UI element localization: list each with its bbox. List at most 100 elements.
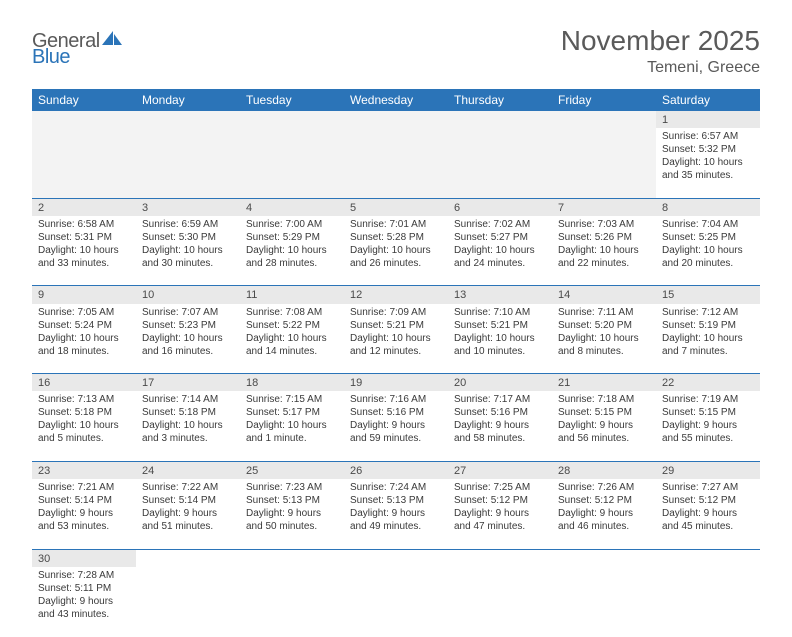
day-cell: Sunrise: 7:21 AMSunset: 5:14 PMDaylight:… xyxy=(32,479,136,549)
day-number: 26 xyxy=(344,461,448,479)
day-number: 9 xyxy=(32,286,136,304)
day-content: Sunrise: 7:10 AMSunset: 5:21 PMDaylight:… xyxy=(454,306,546,358)
sunrise-text: Sunrise: 7:15 AM xyxy=(246,393,338,406)
daylight-text: Daylight: 9 hours and 53 minutes. xyxy=(38,507,130,533)
day-content: Sunrise: 7:27 AMSunset: 5:12 PMDaylight:… xyxy=(662,481,754,533)
day-cell: Sunrise: 7:07 AMSunset: 5:23 PMDaylight:… xyxy=(136,304,240,374)
sunrise-text: Sunrise: 7:27 AM xyxy=(662,481,754,494)
day-cell: Sunrise: 7:11 AMSunset: 5:20 PMDaylight:… xyxy=(552,304,656,374)
day-number: 17 xyxy=(136,374,240,392)
day-number: 11 xyxy=(240,286,344,304)
day-number: 25 xyxy=(240,461,344,479)
day-content: Sunrise: 7:16 AMSunset: 5:16 PMDaylight:… xyxy=(350,393,442,445)
sunrise-text: Sunrise: 7:18 AM xyxy=(558,393,650,406)
sunset-text: Sunset: 5:14 PM xyxy=(142,494,234,507)
day-number xyxy=(552,111,656,128)
daylight-text: Daylight: 9 hours and 55 minutes. xyxy=(662,419,754,445)
daylight-text: Daylight: 10 hours and 14 minutes. xyxy=(246,332,338,358)
day-cell xyxy=(552,567,656,637)
day-cell: Sunrise: 7:17 AMSunset: 5:16 PMDaylight:… xyxy=(448,391,552,461)
month-title: November 2025 xyxy=(561,26,760,57)
day-number xyxy=(344,549,448,567)
day-content: Sunrise: 7:26 AMSunset: 5:12 PMDaylight:… xyxy=(558,481,650,533)
day-content: Sunrise: 7:09 AMSunset: 5:21 PMDaylight:… xyxy=(350,306,442,358)
sunrise-text: Sunrise: 6:59 AM xyxy=(142,218,234,231)
day-cell: Sunrise: 7:14 AMSunset: 5:18 PMDaylight:… xyxy=(136,391,240,461)
sunset-text: Sunset: 5:21 PM xyxy=(454,319,546,332)
daylight-text: Daylight: 9 hours and 46 minutes. xyxy=(558,507,650,533)
day-cell: Sunrise: 7:00 AMSunset: 5:29 PMDaylight:… xyxy=(240,216,344,286)
day-cell xyxy=(136,128,240,198)
sunrise-text: Sunrise: 7:00 AM xyxy=(246,218,338,231)
day-content: Sunrise: 7:13 AMSunset: 5:18 PMDaylight:… xyxy=(38,393,130,445)
day-cell xyxy=(552,128,656,198)
day-header: Wednesday xyxy=(344,89,448,111)
sunrise-text: Sunrise: 7:16 AM xyxy=(350,393,442,406)
day-number: 20 xyxy=(448,374,552,392)
day-number xyxy=(136,549,240,567)
sunrise-text: Sunrise: 7:26 AM xyxy=(558,481,650,494)
day-content: Sunrise: 7:15 AMSunset: 5:17 PMDaylight:… xyxy=(246,393,338,445)
day-content: Sunrise: 7:05 AMSunset: 5:24 PMDaylight:… xyxy=(38,306,130,358)
header: General November 2025 Temeni, Greece xyxy=(32,26,760,77)
day-cell: Sunrise: 7:12 AMSunset: 5:19 PMDaylight:… xyxy=(656,304,760,374)
day-number: 24 xyxy=(136,461,240,479)
day-number: 14 xyxy=(552,286,656,304)
location: Temeni, Greece xyxy=(561,59,760,77)
day-number xyxy=(448,111,552,128)
day-content: Sunrise: 7:14 AMSunset: 5:18 PMDaylight:… xyxy=(142,393,234,445)
daylight-text: Daylight: 10 hours and 20 minutes. xyxy=(662,244,754,270)
sunset-text: Sunset: 5:31 PM xyxy=(38,231,130,244)
logo-text-blue: Blue xyxy=(32,46,70,68)
title-block: November 2025 Temeni, Greece xyxy=(561,26,760,77)
day-cell: Sunrise: 7:04 AMSunset: 5:25 PMDaylight:… xyxy=(656,216,760,286)
daylight-text: Daylight: 9 hours and 43 minutes. xyxy=(38,595,130,621)
day-cell: Sunrise: 7:15 AMSunset: 5:17 PMDaylight:… xyxy=(240,391,344,461)
sunset-text: Sunset: 5:12 PM xyxy=(662,494,754,507)
day-number: 21 xyxy=(552,374,656,392)
day-content: Sunrise: 7:23 AMSunset: 5:13 PMDaylight:… xyxy=(246,481,338,533)
day-number xyxy=(136,111,240,128)
day-content: Sunrise: 6:57 AMSunset: 5:32 PMDaylight:… xyxy=(662,130,754,182)
sunrise-text: Sunrise: 7:02 AM xyxy=(454,218,546,231)
sunrise-text: Sunrise: 7:07 AM xyxy=(142,306,234,319)
day-content: Sunrise: 7:22 AMSunset: 5:14 PMDaylight:… xyxy=(142,481,234,533)
day-cell: Sunrise: 7:25 AMSunset: 5:12 PMDaylight:… xyxy=(448,479,552,549)
daylight-text: Daylight: 9 hours and 58 minutes. xyxy=(454,419,546,445)
day-number: 29 xyxy=(656,461,760,479)
sunrise-text: Sunrise: 7:13 AM xyxy=(38,393,130,406)
day-header: Thursday xyxy=(448,89,552,111)
day-content: Sunrise: 7:21 AMSunset: 5:14 PMDaylight:… xyxy=(38,481,130,533)
sunrise-text: Sunrise: 7:19 AM xyxy=(662,393,754,406)
sunset-text: Sunset: 5:30 PM xyxy=(142,231,234,244)
sunset-text: Sunset: 5:15 PM xyxy=(558,406,650,419)
sunrise-text: Sunrise: 7:28 AM xyxy=(38,569,130,582)
day-number: 3 xyxy=(136,198,240,216)
day-cell: Sunrise: 6:57 AMSunset: 5:32 PMDaylight:… xyxy=(656,128,760,198)
day-cell xyxy=(136,567,240,637)
daylight-text: Daylight: 10 hours and 1 minute. xyxy=(246,419,338,445)
sunrise-text: Sunrise: 7:21 AM xyxy=(38,481,130,494)
daylight-text: Daylight: 10 hours and 5 minutes. xyxy=(38,419,130,445)
daylight-text: Daylight: 10 hours and 18 minutes. xyxy=(38,332,130,358)
daylight-text: Daylight: 9 hours and 49 minutes. xyxy=(350,507,442,533)
day-header: Tuesday xyxy=(240,89,344,111)
day-content: Sunrise: 7:12 AMSunset: 5:19 PMDaylight:… xyxy=(662,306,754,358)
day-number: 16 xyxy=(32,374,136,392)
day-cell xyxy=(32,128,136,198)
daylight-text: Daylight: 10 hours and 3 minutes. xyxy=(142,419,234,445)
day-content: Sunrise: 7:00 AMSunset: 5:29 PMDaylight:… xyxy=(246,218,338,270)
sunrise-text: Sunrise: 7:25 AM xyxy=(454,481,546,494)
sunset-text: Sunset: 5:13 PM xyxy=(246,494,338,507)
sunset-text: Sunset: 5:21 PM xyxy=(350,319,442,332)
day-header: Saturday xyxy=(656,89,760,111)
day-cell: Sunrise: 7:23 AMSunset: 5:13 PMDaylight:… xyxy=(240,479,344,549)
day-number xyxy=(448,549,552,567)
day-content: Sunrise: 7:24 AMSunset: 5:13 PMDaylight:… xyxy=(350,481,442,533)
daylight-text: Daylight: 9 hours and 51 minutes. xyxy=(142,507,234,533)
sunrise-text: Sunrise: 7:22 AM xyxy=(142,481,234,494)
day-header-row: Sunday Monday Tuesday Wednesday Thursday… xyxy=(32,89,760,111)
daylight-text: Daylight: 10 hours and 26 minutes. xyxy=(350,244,442,270)
daylight-text: Daylight: 9 hours and 56 minutes. xyxy=(558,419,650,445)
day-number: 8 xyxy=(656,198,760,216)
